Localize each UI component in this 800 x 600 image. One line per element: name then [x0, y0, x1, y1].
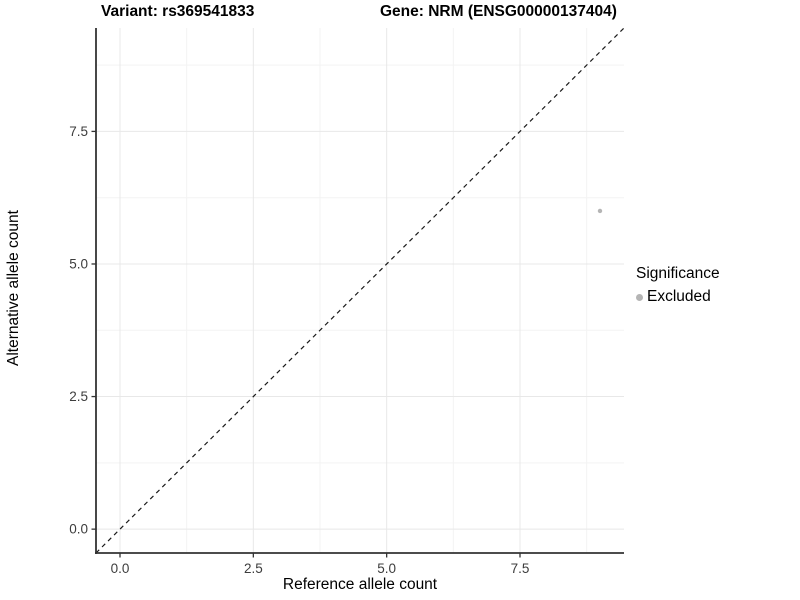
x-tick-label: 2.5	[244, 561, 263, 576]
y-tick-label: 7.5	[69, 124, 88, 139]
x-tick-label: 5.0	[377, 561, 396, 576]
x-axis-title: Reference allele count	[282, 576, 438, 593]
legend-point-icon	[636, 293, 643, 301]
identity-dashed-line	[95, 27, 625, 554]
plot-title-gene: Gene: NRM (ENSG00000137404)	[380, 3, 617, 20]
y-tick-label: 2.5	[69, 389, 88, 404]
legend: Significance Excluded	[636, 265, 720, 306]
y-axis-title: Alternative allele count	[5, 210, 22, 366]
legend-item-excluded: Excluded	[636, 288, 720, 306]
legend-title: Significance	[636, 265, 720, 282]
data-point	[597, 208, 603, 214]
legend-item-label: Excluded	[647, 288, 711, 305]
x-tick-label: 7.5	[511, 561, 530, 576]
y-tick-label: 5.0	[69, 256, 88, 271]
y-tick-label: 0.0	[69, 522, 88, 537]
x-tick-label: 0.0	[111, 561, 130, 576]
plot-title-variant: Variant: rs369541833	[101, 3, 255, 20]
